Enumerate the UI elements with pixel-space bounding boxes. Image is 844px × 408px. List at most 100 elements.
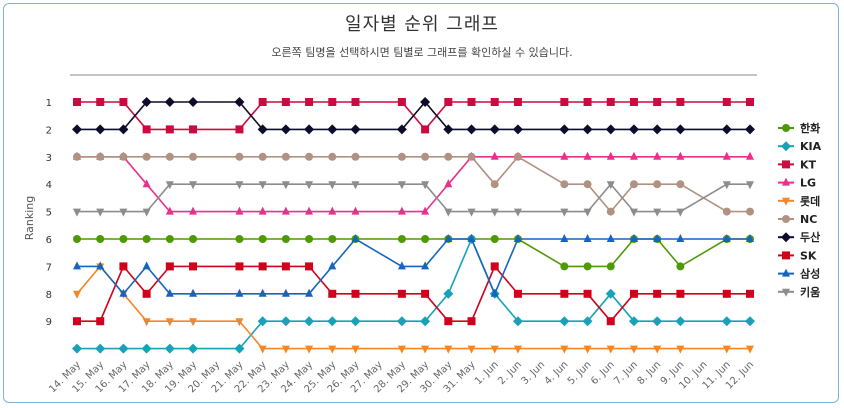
data-point [119,288,128,297]
legend-marker [782,215,790,223]
data-point [629,208,638,217]
data-point [72,343,82,354]
legend-item[interactable]: KIA [778,140,822,153]
data-point [96,235,105,243]
data-point [351,98,360,106]
data-point [605,288,616,299]
data-point [305,235,314,243]
legend-item[interactable]: 삼성 [778,267,820,281]
data-point [165,235,174,243]
data-point [467,345,476,354]
data-point [305,206,314,215]
series-line [76,265,750,350]
data-point [421,289,430,298]
data-point [165,206,174,215]
data-point [142,208,151,217]
data-point [444,179,453,188]
data-point [628,124,639,135]
legend-label: KT [800,158,817,171]
data-point [653,208,662,217]
data-point [235,288,244,297]
data-point [73,261,81,270]
data-point [73,98,81,106]
data-point [351,289,360,298]
data-point [189,125,198,134]
data-point [235,235,244,243]
x-tick-label: 6. Jun [589,359,617,387]
data-point [583,262,592,271]
data-point [258,345,267,354]
data-point [119,208,128,217]
data-point [142,289,151,298]
data-point [746,207,754,216]
data-point [444,152,453,161]
data-point [560,98,569,106]
legend-item[interactable]: SK [778,249,817,262]
data-point [142,152,151,161]
data-point [95,124,106,135]
legend-label: 한화 [800,121,820,135]
data-point [722,181,731,190]
data-point [258,181,267,190]
data-point [490,98,499,106]
y-tick-label: 4 [46,180,52,191]
data-point [583,98,592,106]
data-point [281,181,290,190]
data-point [721,124,732,135]
data-point [582,124,593,135]
data-point [420,316,431,327]
data-point [513,234,522,242]
legend-item[interactable]: 키움 [778,285,820,299]
data-point [164,97,175,107]
data-point [188,343,199,354]
data-point [396,124,407,135]
legend-item[interactable]: 롯데 [778,194,820,208]
data-point [583,289,592,298]
legend-item[interactable]: NC [778,213,817,226]
data-point [281,235,290,243]
legend-marker [782,268,790,277]
legend-marker [782,177,790,186]
series-10 [73,181,754,217]
legend-item[interactable]: KT [778,158,817,171]
data-point [351,181,360,190]
data-point [281,345,290,354]
data-point [189,262,198,271]
data-point [397,235,406,243]
chart-frame [3,3,839,403]
x-tick-label: 2. Jun [496,359,524,387]
data-point [142,125,151,134]
data-point [676,208,685,217]
data-point [119,235,128,243]
series-1 [73,235,754,271]
data-point [443,288,454,299]
legend-item[interactable]: 두산 [778,230,820,244]
legend-item[interactable]: 한화 [778,121,820,135]
data-point [421,125,430,134]
data-point [142,261,151,270]
data-point [467,152,476,161]
data-point [490,235,499,243]
data-point [560,234,569,242]
series-line [77,237,750,296]
data-point [305,98,314,106]
data-point [606,234,615,242]
data-point [327,124,338,135]
data-point [397,206,406,215]
data-point [490,208,499,217]
data-point [73,290,81,299]
data-point [165,318,174,327]
data-point [350,124,361,135]
data-point [746,234,754,242]
legend-label: 두산 [800,230,820,244]
data-point [676,262,685,271]
data-point [675,124,686,135]
data-point [305,181,314,190]
data-point [606,151,615,160]
data-point [629,234,638,242]
legend-marker [782,124,790,132]
data-point [421,261,430,270]
data-point [351,206,360,215]
legend-item[interactable]: LG [778,177,816,190]
